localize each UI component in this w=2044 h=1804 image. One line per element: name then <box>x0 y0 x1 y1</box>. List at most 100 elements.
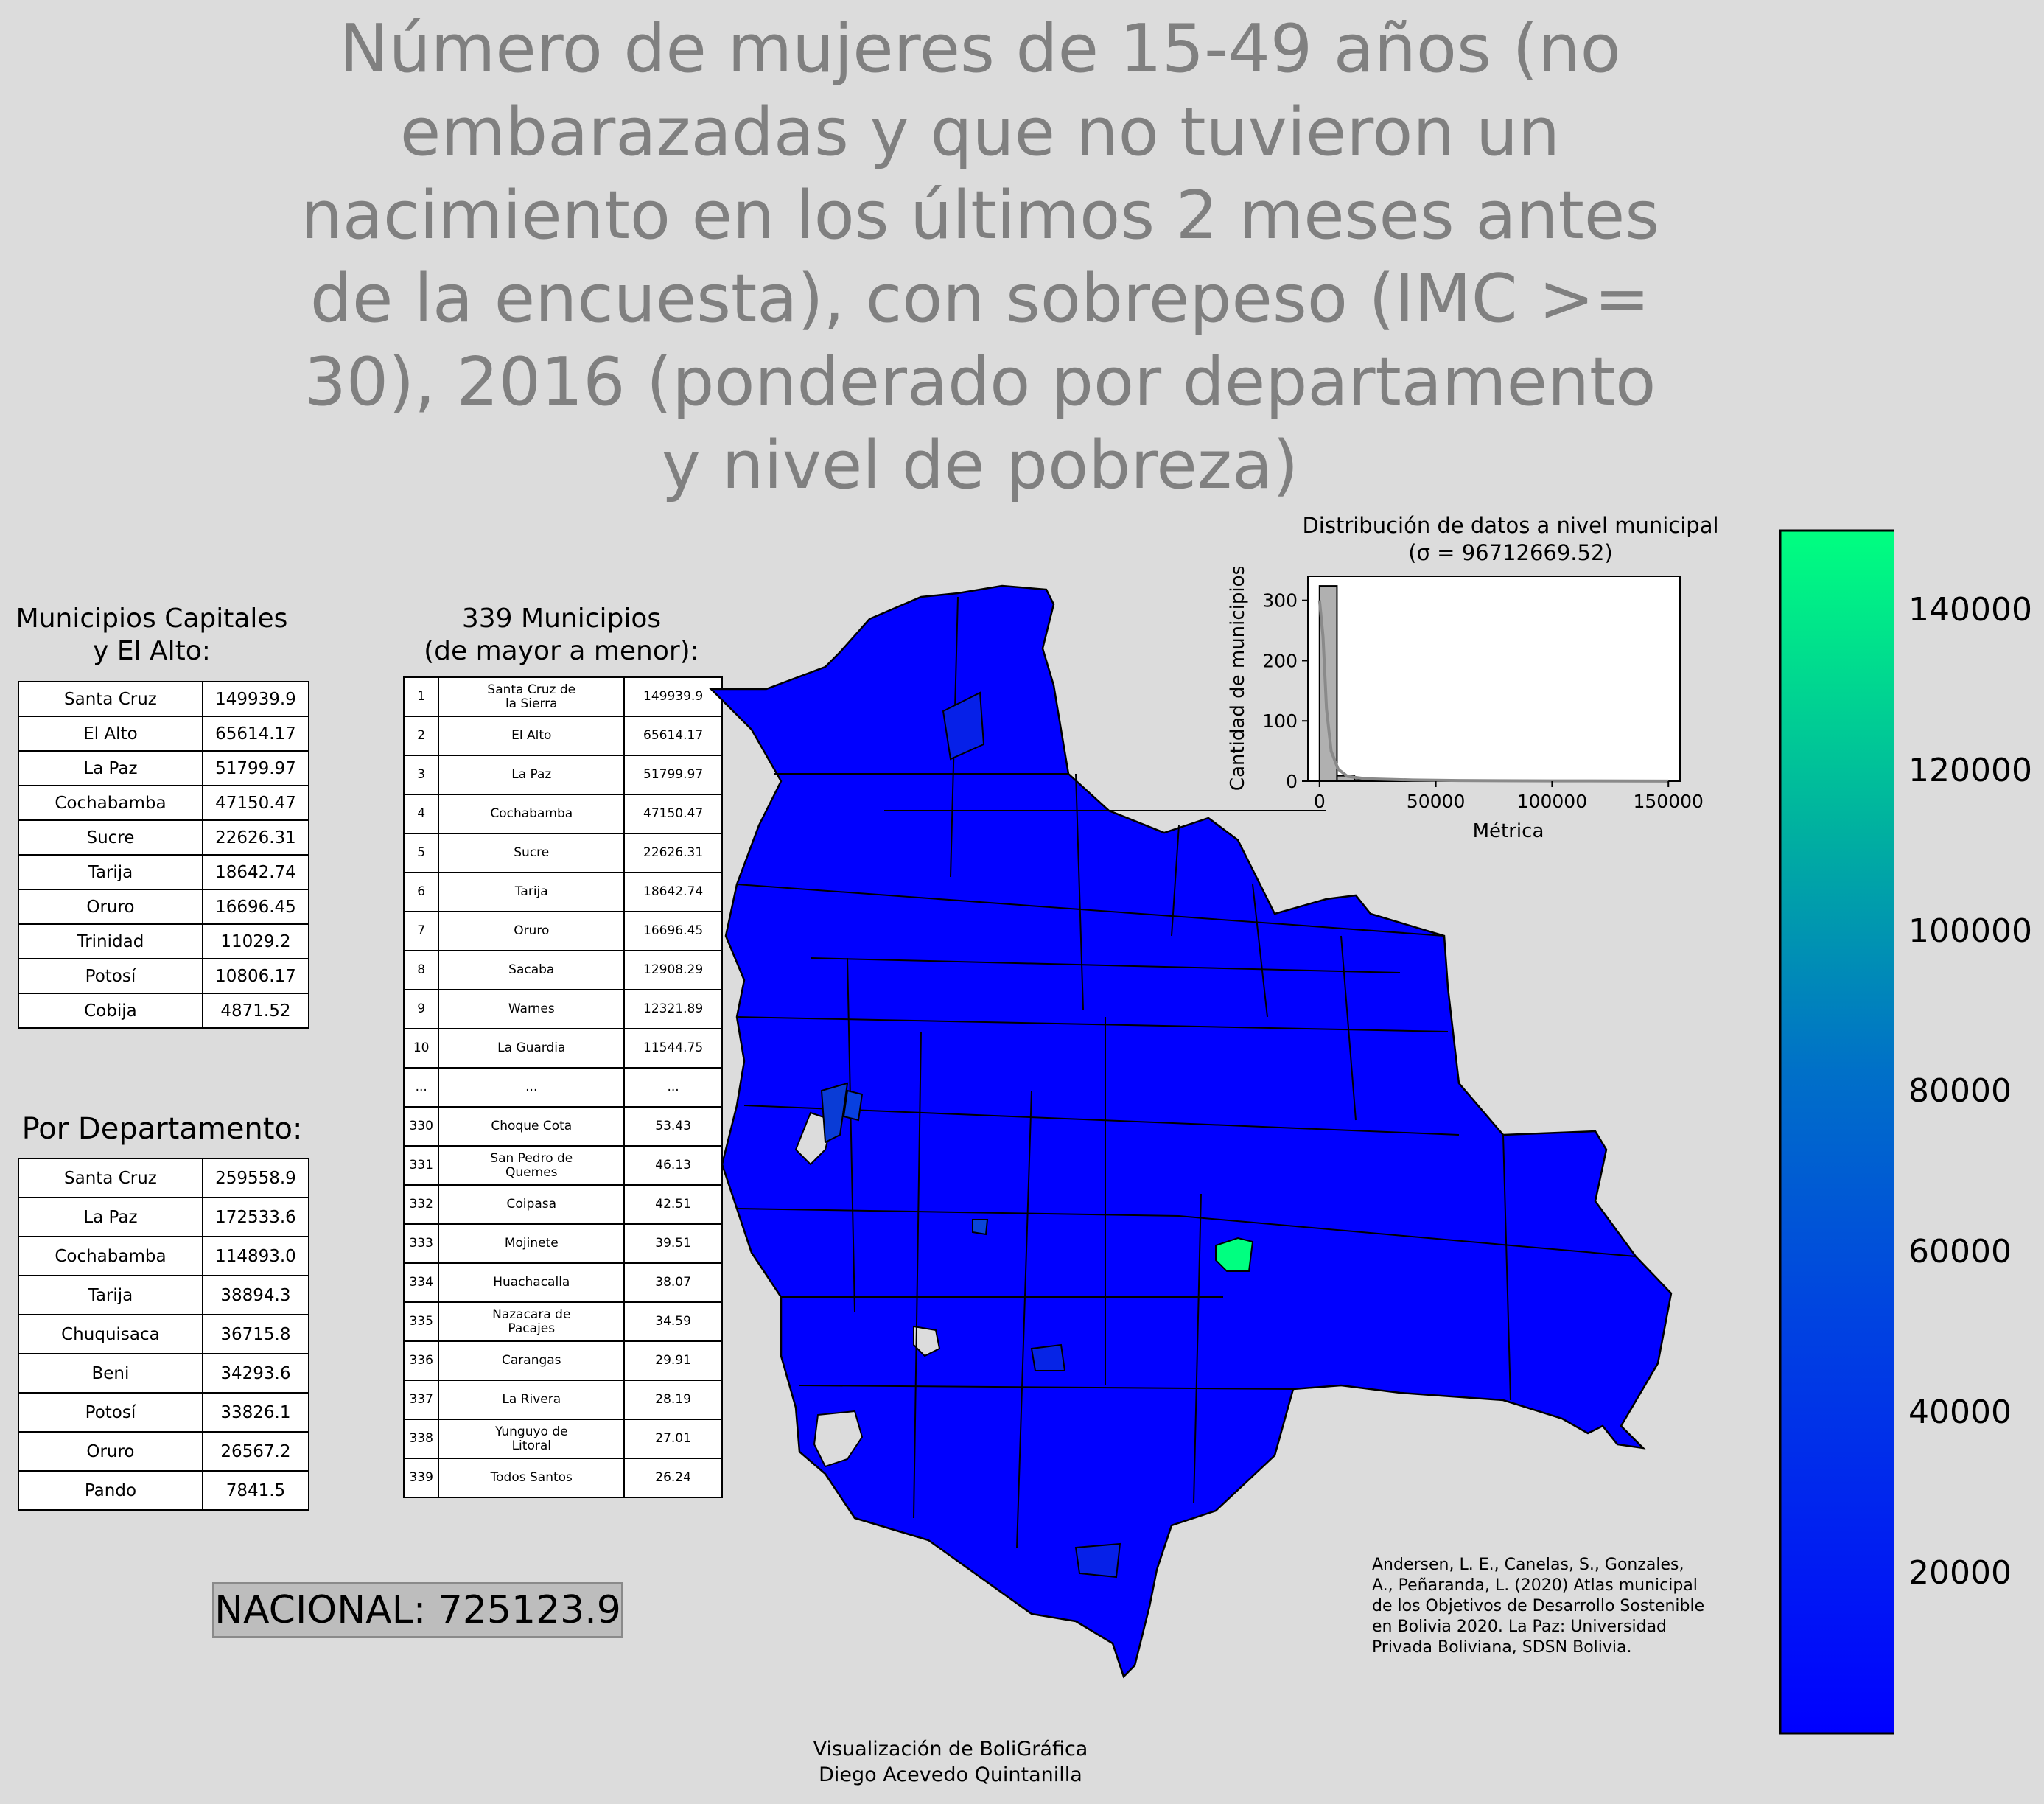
municipalities-row: 335 Nazacara de Pacajes 34.59 <box>402 1301 723 1342</box>
departments-cell: Beni <box>18 1353 203 1394</box>
capitals-cell: 4871.52 <box>201 993 310 1029</box>
national-total-box: NACIONAL: 725123.9 <box>212 1582 623 1638</box>
page-title: Número de mujeres de 15-49 años (no emba… <box>300 10 1660 504</box>
municipality-la-paz <box>842 1089 864 1122</box>
municipalities-row: 8 Sacaba 12908.29 <box>402 950 723 990</box>
municipality-pando-north <box>942 691 985 761</box>
departments-cell: Pando <box>18 1470 203 1511</box>
municipalities-cell: 7 <box>402 911 440 951</box>
capitals-row: El Alto 65614.17 <box>18 716 310 752</box>
capitals-row: Sucre 22626.31 <box>18 819 310 856</box>
histogram-x-tick-label: 0 <box>1314 791 1326 812</box>
municipalities-cell: Oruro <box>438 911 626 951</box>
capitals-cell: 65614.17 <box>201 716 310 752</box>
municipalities-cell: 34.59 <box>623 1301 723 1342</box>
municipalities-cell: San Pedro de Quemes <box>438 1145 626 1186</box>
capitals-cell: 10806.17 <box>201 958 310 994</box>
municipalities-cell: 47150.47 <box>623 794 723 834</box>
municipalities-cell: 12908.29 <box>623 950 723 990</box>
departments-cell: Oruro <box>18 1431 203 1472</box>
histogram-x-ticks: 0 50000 100000 150000 <box>1314 781 1704 812</box>
departments-cell: 36715.8 <box>201 1314 310 1354</box>
capitals-heading: Municipios Capitales y El Alto: <box>15 604 288 666</box>
municipalities-row: 336 Carangas 29.91 <box>402 1340 723 1381</box>
municipalities-cell: 38.07 <box>623 1262 723 1303</box>
municipalities-cell: 339 <box>402 1458 440 1498</box>
municipalities-cell: 51799.97 <box>623 755 723 795</box>
municipalities-row: 338 Yunguyo de Litoral 27.01 <box>402 1419 723 1459</box>
departments-row: Santa Cruz 259558.9 <box>18 1158 310 1198</box>
capitals-table: Santa Cruz 149939.9 El Alto 65614.17 La Paz 5… <box>18 681 310 1029</box>
municipalities-table: 1 Santa Cruz de la Sierra 149939.9 2 El Alto… <box>402 676 723 1498</box>
municipalities-row: 4 Cochabamba 47150.47 <box>402 794 723 834</box>
municipalities-row: 3 La Paz 51799.97 <box>402 755 723 795</box>
capitals-row: La Paz 51799.97 <box>18 750 310 786</box>
departments-row: Pando 7841.5 <box>18 1470 310 1511</box>
departments-cell: Potosí <box>18 1392 203 1433</box>
municipalities-cell: Carangas <box>438 1340 626 1381</box>
capitals-row: Cochabamba 47150.47 <box>18 785 310 821</box>
departments-cell: Tarija <box>18 1275 203 1315</box>
histogram-chart: 0 50000 100000 150000 0 100 200 300 Métrica Ca… <box>1227 567 1704 842</box>
municipalities-cell: 11544.75 <box>623 1028 723 1069</box>
municipalities-row: ......... <box>402 1067 723 1108</box>
municipalities-cell: 331 <box>402 1145 440 1186</box>
municipalities-cell: 42.51 <box>623 1184 723 1225</box>
municipalities-row: 6 Tarija 18642.74 <box>402 872 723 912</box>
salt-flat-coipasa <box>913 1325 941 1357</box>
municipalities-cell: 3 <box>402 755 440 795</box>
departments-heading: Por Departamento: <box>21 1112 303 1146</box>
municipalities-row: 339 Todos Santos 26.24 <box>402 1458 723 1498</box>
colorbar-tick-label: 100000 <box>1908 912 2032 950</box>
capitals-cell: Potosí <box>18 958 203 994</box>
departments-cell: Cochabamba <box>18 1236 203 1276</box>
capitals-row: Trinidad 11029.2 <box>18 923 310 959</box>
municipalities-cell: 337 <box>402 1380 440 1420</box>
capitals-row: Santa Cruz 149939.9 <box>18 681 310 717</box>
departments-cell: 172533.6 <box>201 1197 310 1237</box>
municipalities-cell: 149939.9 <box>623 676 723 717</box>
colorbar-tick-label: 80000 <box>1908 1072 2012 1111</box>
municipalities-cell: Sacaba <box>438 950 626 990</box>
citation-text: Andersen, L. E., Canelas, S., Gonzales, … <box>1372 1556 1705 1657</box>
municipalities-cell: La Rivera <box>438 1380 626 1420</box>
histogram-y-tick-label: 200 <box>1262 650 1298 671</box>
colorbar-tick-label: 20000 <box>1908 1553 2012 1592</box>
capitals-row: Oruro 16696.45 <box>18 889 310 925</box>
municipalities-cell: 12321.89 <box>623 989 723 1029</box>
histogram-bar <box>1354 779 1373 783</box>
municipalities-cell: Santa Cruz de la Sierra <box>438 676 626 717</box>
histogram-x-tick-label: 100000 <box>1517 791 1587 812</box>
departments-row: Potosí 33826.1 <box>18 1392 310 1433</box>
municipalities-cell: La Guardia <box>438 1028 626 1069</box>
bolivia-map <box>708 584 1673 1679</box>
municipalities-cell: 16696.45 <box>623 911 723 951</box>
municipalities-cell: Coipasa <box>438 1184 626 1225</box>
municipalities-cell: 10 <box>402 1028 440 1069</box>
municipalities-heading: 339 Municipios (de mayor a menor): <box>424 604 699 666</box>
departments-row: Cochabamba 114893.0 <box>18 1236 310 1276</box>
departments-cell: 34293.6 <box>201 1353 310 1394</box>
municipalities-cell: Nazacara de Pacajes <box>438 1301 626 1342</box>
departments-cell: Santa Cruz <box>18 1158 203 1198</box>
colorbar-tick-label: 60000 <box>1908 1233 2012 1271</box>
municipality-santa-cruz <box>1215 1237 1254 1272</box>
departments-row: La Paz 172533.6 <box>18 1197 310 1237</box>
histogram-kde-line <box>1317 600 1669 783</box>
municipalities-row: 2 El Alto 65614.17 <box>402 716 723 756</box>
municipalities-cell: Cochabamba <box>438 794 626 834</box>
municipalities-row: 7 Oruro 16696.45 <box>402 911 723 951</box>
capitals-cell: 149939.9 <box>201 681 310 717</box>
departments-row: Chuquisaca 36715.8 <box>18 1314 310 1354</box>
capitals-cell: Oruro <box>18 889 203 925</box>
municipalities-row: 334 Huachacalla 38.07 <box>402 1262 723 1303</box>
municipalities-cell: 338 <box>402 1419 440 1459</box>
departments-cell: 7841.5 <box>201 1470 310 1511</box>
capitals-cell: Sucre <box>18 819 203 856</box>
municipalities-row: 331 San Pedro de Quemes 46.13 <box>402 1145 723 1186</box>
municipalities-cell: 2 <box>402 716 440 756</box>
municipalities-cell: La Paz <box>438 755 626 795</box>
municipalities-cell: 65614.17 <box>623 716 723 756</box>
municipalities-row: 1 Santa Cruz de la Sierra 149939.9 <box>402 676 723 717</box>
colorbar-tick-label: 120000 <box>1908 751 2032 789</box>
